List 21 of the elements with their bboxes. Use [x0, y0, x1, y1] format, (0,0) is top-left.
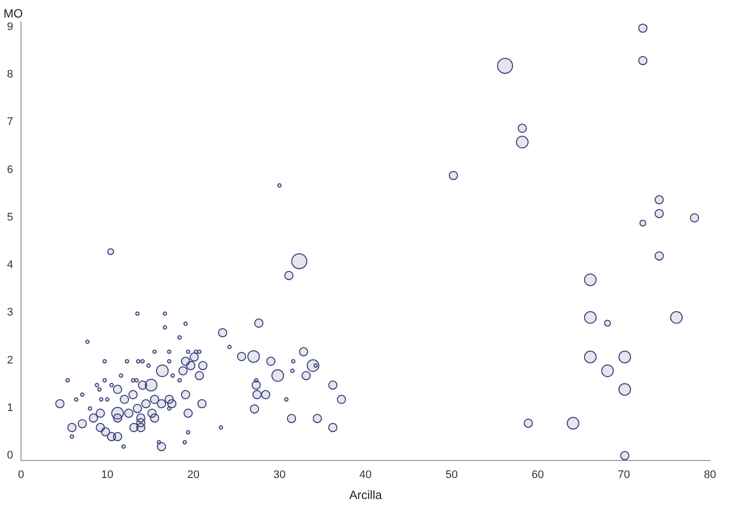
x-tick-label: 50 — [446, 469, 458, 482]
x-tick-label: 40 — [359, 469, 372, 482]
y-tick-label: 3 — [6, 306, 14, 319]
x-tick-label: 80 — [704, 469, 716, 482]
y-tick-label: 4 — [6, 259, 14, 272]
x-tick-label: 10 — [101, 469, 114, 482]
y-tick-label: 9 — [6, 20, 14, 33]
y-tick-label: 0 — [6, 450, 14, 462]
x-tick-label: 30 — [273, 469, 286, 482]
y-tick-label: 5 — [6, 211, 14, 224]
x-axis-title: Arcilla — [349, 488, 382, 502]
y-tick-label: 8 — [6, 68, 14, 80]
y-tick-label: 6 — [6, 164, 14, 176]
x-tick-label: 60 — [532, 469, 544, 482]
x-tick-label: 0 — [18, 469, 24, 482]
y-tick-label: 2 — [6, 354, 14, 366]
x-tick-label: 70 — [618, 469, 630, 482]
y-tick-label: 1 — [6, 402, 14, 414]
y-tick-label: 7 — [6, 116, 14, 128]
y-axis-title: MO — [3, 6, 23, 20]
x-tick-label: 20 — [187, 469, 200, 482]
